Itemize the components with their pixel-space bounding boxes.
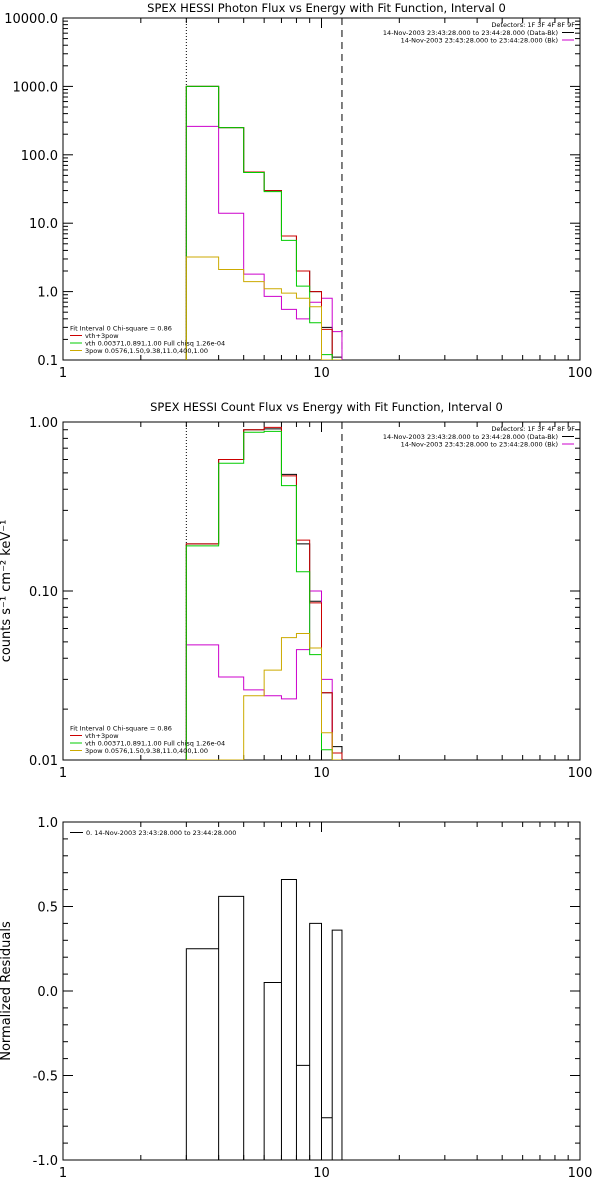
series-group [185,426,343,760]
series-line-1 [185,878,343,1160]
series-line-5 [185,256,342,360]
detectors-header: Detectors: 1F 3F 4F 8F 9F [491,21,575,29]
plot-panel-1: SPEX HESSI Photon Flux vs Energy with Fi… [4,1,592,381]
fit-legend-title: Fit Interval 0 Chi-square = 0.86 [70,325,172,333]
x-tick-label: 100 [568,1166,593,1181]
fit-legend-title: Fit Interval 0 Chi-square = 0.86 [70,725,172,733]
y-tick-label: 1.0 [37,286,58,301]
x-tick-label: 10 [313,766,330,781]
plot-panel-3: 1 10 100 -1.0 -0.5 0.0 0.5 1.0 Normalized Residu… [0,816,592,1181]
series-line-3 [185,426,343,760]
legend-label: 14-Nov-2003 23:43:28.000 to 23:44:28.000… [401,441,558,449]
y-tick-label: 1.00 [29,416,58,431]
y-tick-label: -1.0 [33,1154,58,1169]
series-line-4 [185,430,342,760]
y-tick-label: 0.01 [29,754,58,769]
y-tick-label: 1.0 [37,816,58,831]
x-tick-label: 1 [59,366,67,381]
plot-title: SPEX HESSI Photon Flux vs Energy with Fi… [147,1,506,15]
series-group [185,878,343,1160]
x-tick-label: 10 [313,1166,330,1181]
fit-legend-label: 3pow 0.0576,1.50,9.38,11.0,400,1.00 [85,747,208,755]
legend-label: 0. 14-Nov-2003 23:43:28.000 to 23:44:28.… [86,829,236,837]
x-tick-label: 1 [59,766,67,781]
x-tick-label: 1 [59,1166,67,1181]
fit-legend-label: vth+3pow [85,332,119,340]
y-axis-label: counts s⁻¹ cm⁻² keV⁻¹ [0,520,14,663]
fit-legend-label: vth 0.00371,0.891,1.00 Full chisq 1.26e-… [85,340,225,348]
y-tick-label: 0.0 [37,985,58,1000]
y-tick-label: 10.0 [29,217,58,232]
y-tick-label: 0.10 [29,585,58,600]
series-line-5 [186,633,342,760]
fit-legend-label: vth 0.00371,0.891,1.00 Full chisq 1.26e-… [85,740,225,748]
x-tick-label: 10 [313,366,330,381]
x-tick-label: 100 [568,366,593,381]
series-group [185,85,343,360]
detectors-header: Detectors: 1F 3F 4F 8F 9F [491,425,575,433]
y-tick-label: 0.5 [37,901,58,916]
y-axis-label: Normalized Residuals [0,921,14,1061]
fit-legend-label: vth+3pow [85,732,119,740]
y-tick-label: -0.5 [33,1070,58,1085]
x-tick-label: 100 [568,766,593,781]
plot-panel-2: SPEX HESSI Count Flux vs Energy with Fit… [0,400,592,781]
y-tick-label: 100.0 [21,149,58,164]
legend-label: 14-Nov-2003 23:43:28.000 to 23:44:28.000… [383,29,558,37]
plot-title: SPEX HESSI Count Flux vs Energy with Fit… [150,400,503,414]
legend-label: 14-Nov-2003 23:43:28.000 to 23:44:28.000… [401,37,558,45]
fit-legend-label: 3pow 0.0576,1.50,9.38,11.0,400,1.00 [85,347,208,355]
y-tick-label: 0.1 [37,354,58,369]
legend-label: 14-Nov-2003 23:43:28.000 to 23:44:28.000… [383,433,558,441]
y-tick-label: 10000.0 [4,12,58,27]
y-tick-label: 1000.0 [13,80,59,95]
series-line-2 [185,125,343,360]
